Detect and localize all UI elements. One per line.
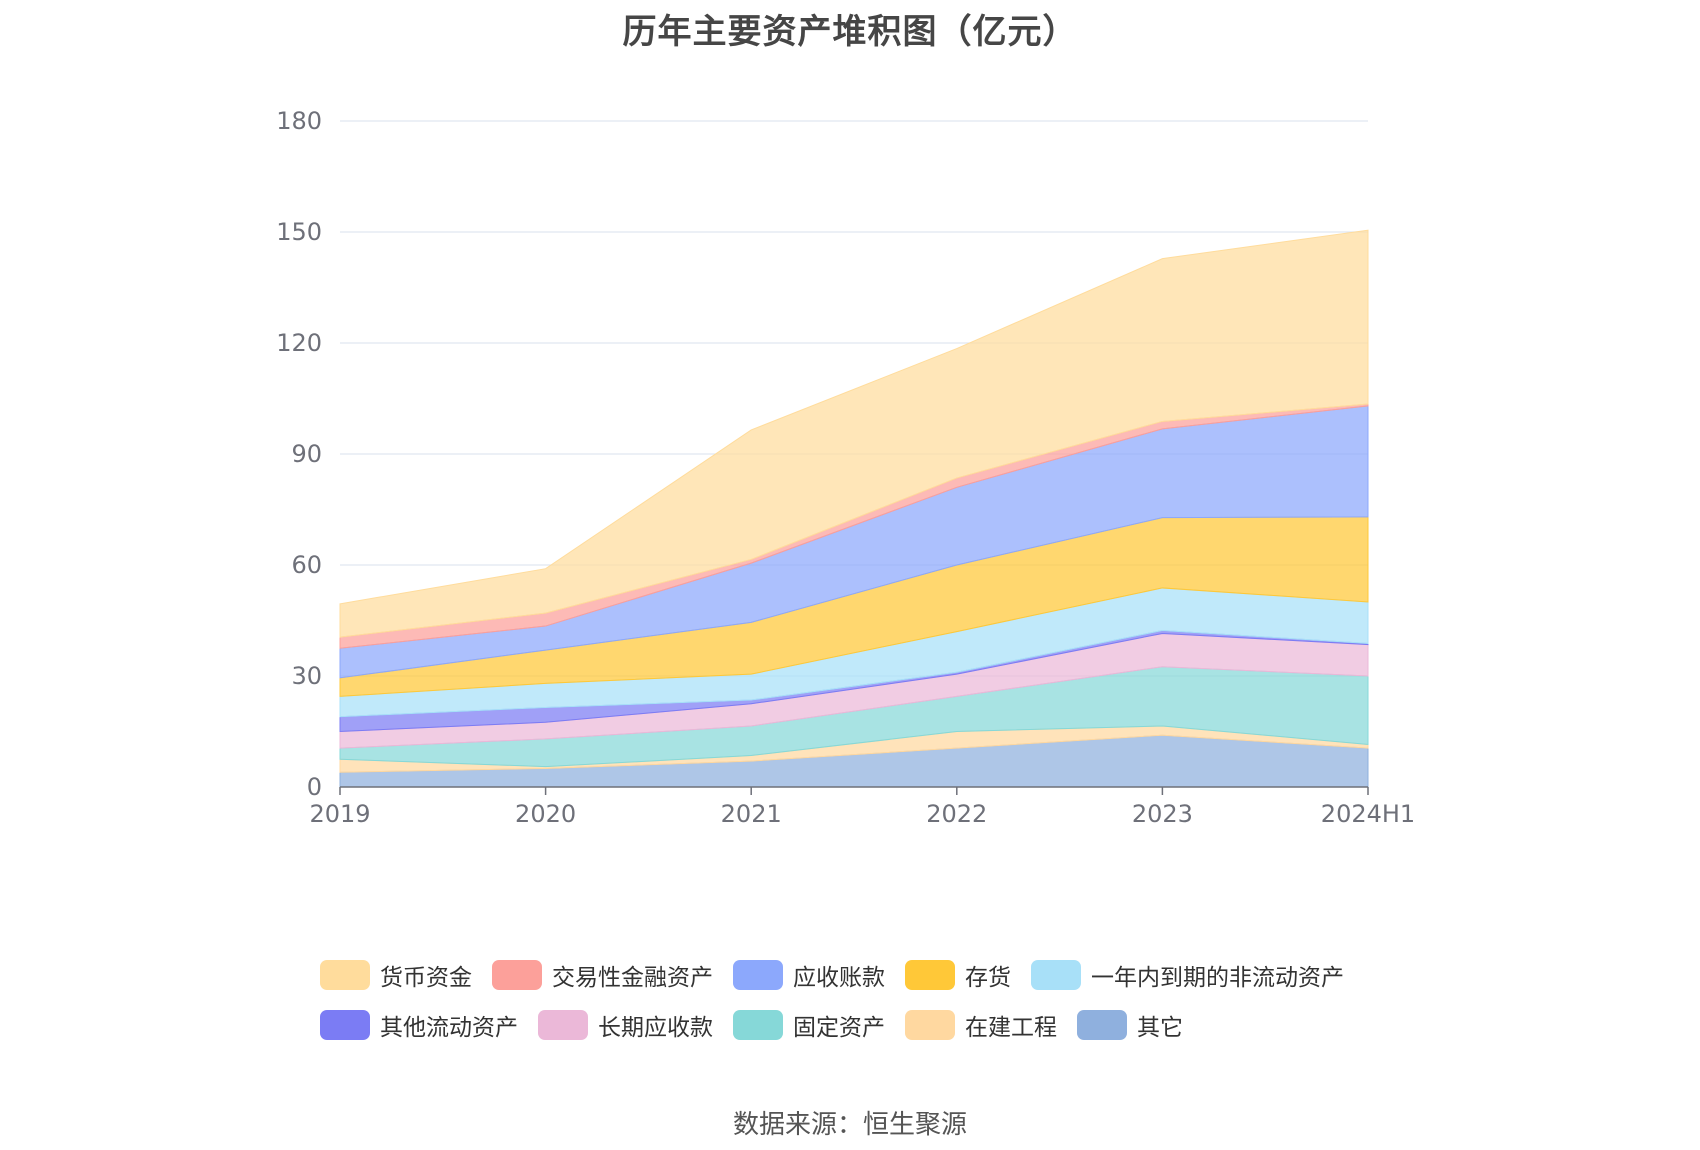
- legend-label: 固定资产: [793, 1015, 885, 1041]
- y-tick-label: 30: [291, 662, 322, 690]
- y-tick-label: 180: [276, 107, 322, 135]
- legend-label: 在建工程: [965, 1015, 1057, 1041]
- stacked-area-chart: 0 30 60 90 120 150 180 2019 2020 2021 2022 2023 2024…: [276, 107, 1415, 828]
- legend-item[interactable]: 存货: [905, 958, 1011, 992]
- legend-item[interactable]: 交易性金融资产: [492, 958, 713, 992]
- x-tick-label: 2022: [926, 800, 987, 828]
- legend-swatch: [320, 1010, 370, 1040]
- x-tick-label: 2024H1: [1321, 800, 1415, 828]
- legend-swatch: [538, 1010, 588, 1040]
- y-tick-label: 0: [307, 773, 322, 801]
- legend-item[interactable]: 应收账款: [733, 958, 885, 992]
- data-source: 数据来源：恒生聚源: [732, 1110, 967, 1140]
- legend-swatch: [320, 960, 370, 990]
- legend-label: 其他流动资产: [380, 1015, 518, 1041]
- legend-swatch: [905, 960, 955, 990]
- legend-label: 交易性金融资产: [552, 965, 713, 991]
- legend: 货币资金 交易性金融资产 应收账款 存货 一年内到期的非流动资产其他流动资产 长期应收款 固…: [320, 950, 1440, 1050]
- legend-label: 存货: [965, 965, 1011, 991]
- legend-item[interactable]: 其它: [1077, 1008, 1183, 1042]
- x-tick-label: 2023: [1132, 800, 1193, 828]
- legend-label: 长期应收款: [598, 1015, 713, 1041]
- legend-item[interactable]: 固定资产: [733, 1008, 885, 1042]
- legend-swatch: [905, 1010, 955, 1040]
- y-tick-label: 150: [276, 218, 322, 246]
- legend-label: 其它: [1137, 1015, 1183, 1041]
- legend-swatch: [1031, 960, 1081, 990]
- legend-label: 货币资金: [380, 965, 472, 991]
- legend-swatch: [733, 960, 783, 990]
- y-tick-label: 60: [291, 551, 322, 579]
- legend-label: 一年内到期的非流动资产: [1091, 965, 1344, 991]
- x-tick-label: 2019: [309, 800, 370, 828]
- axis-layer: 0 30 60 90 120 150 180 2019 2020 2021 2022 2023 2024…: [276, 107, 1415, 828]
- y-tick-label: 120: [276, 329, 322, 357]
- legend-swatch: [1077, 1010, 1127, 1040]
- chart-title: 历年主要资产堆积图（亿元）: [622, 12, 1078, 52]
- legend-row: 货币资金 交易性金融资产 应收账款 存货 一年内到期的非流动资产: [320, 950, 1440, 1000]
- legend-swatch: [733, 1010, 783, 1040]
- legend-item[interactable]: 在建工程: [905, 1008, 1057, 1042]
- legend-item[interactable]: 货币资金: [320, 958, 472, 992]
- legend-item[interactable]: 长期应收款: [538, 1008, 713, 1042]
- legend-item[interactable]: 其他流动资产: [320, 1008, 518, 1042]
- legend-item[interactable]: 一年内到期的非流动资产: [1031, 958, 1344, 992]
- area-series: [339, 229, 1369, 638]
- legend-label: 应收账款: [793, 965, 885, 991]
- legend-row: 其他流动资产 长期应收款 固定资产 在建工程 其它: [320, 1000, 1440, 1050]
- legend-swatch: [492, 960, 542, 990]
- area-layer: [339, 229, 1369, 788]
- y-tick-label: 90: [291, 440, 322, 468]
- x-tick-label: 2020: [515, 800, 576, 828]
- x-tick-label: 2021: [721, 800, 782, 828]
